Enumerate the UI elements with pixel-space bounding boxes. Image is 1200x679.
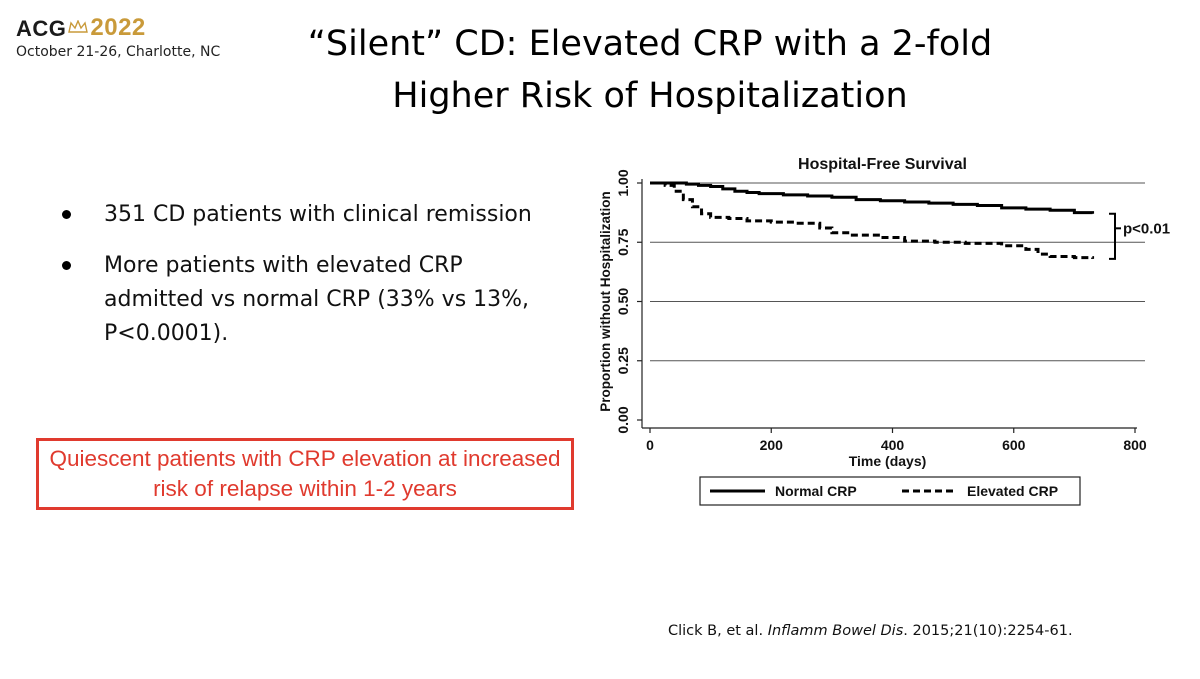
slide-title-line-1: “Silent” CD: Elevated CRP with a 2-fold <box>307 24 993 64</box>
legend-label: Elevated CRP <box>967 483 1058 499</box>
citation-journal: Inflamm Bowel Dis <box>767 623 904 639</box>
logo-acg-text: ACG <box>16 16 67 41</box>
series-line-normal-crp <box>650 181 1095 215</box>
survival-chart: Hospital-Free Survival 0.00 0.25 0.50 0.75 1.… <box>598 156 1170 506</box>
citation-details: . 2015;21(10):2254-61. <box>903 623 1073 639</box>
callout-text: Quiescent patients with CRP elevation at… <box>49 446 561 501</box>
y-tick-label: 0.00 <box>615 406 631 433</box>
bullet-text: More patients with elevated CRP admitted… <box>104 253 530 346</box>
bullet-item: More patients with elevated CRP admitted… <box>56 249 546 351</box>
x-tick-label: 800 <box>1123 437 1147 453</box>
legend-label: Normal CRP <box>775 483 857 499</box>
slide-title: “Silent” CD: Elevated CRP with a 2-fold … <box>230 18 1070 122</box>
bullet-dot-icon <box>62 261 71 270</box>
p-value-bracket <box>1109 212 1116 260</box>
p-value-label: p<0.01 <box>1123 220 1170 237</box>
y-axis-label: Proportion without Hospitalization <box>598 191 613 411</box>
bullet-text: 351 CD patients with clinical remission <box>104 202 532 227</box>
y-tick-label: 0.50 <box>615 288 631 315</box>
y-tick-label: 1.00 <box>615 169 631 196</box>
chart-title: Hospital-Free Survival <box>798 156 967 173</box>
logo-subtitle: October 21-26, Charlotte, NC <box>16 44 221 60</box>
bullet-list: 351 CD patients with clinical remission … <box>56 198 546 368</box>
x-tick-label: 400 <box>881 437 905 453</box>
y-tick-label: 0.25 <box>615 347 631 374</box>
bullet-dot-icon <box>62 210 71 219</box>
citation: Click B, et al. Inflamm Bowel Dis. 2015;… <box>668 623 1073 639</box>
x-tick-label: 0 <box>646 437 654 453</box>
conference-logo: ACG 2022 October 21-26, Charlotte, NC <box>16 14 220 60</box>
x-tick-label: 600 <box>1002 437 1026 453</box>
logo-year-text: 2022 <box>90 14 146 41</box>
callout-box: Quiescent patients with CRP elevation at… <box>36 438 574 510</box>
slide-title-line-2: Higher Risk of Hospitalization <box>392 76 908 116</box>
citation-authors: Click B, et al. <box>668 623 768 639</box>
x-axis-label: Time (days) <box>849 453 927 469</box>
y-tick-label: 0.75 <box>615 228 631 255</box>
x-tick-label: 200 <box>760 437 784 453</box>
series-line-elevated-crp <box>650 181 1095 260</box>
crown-icon <box>68 19 89 39</box>
bullet-item: 351 CD patients with clinical remission <box>56 198 546 232</box>
